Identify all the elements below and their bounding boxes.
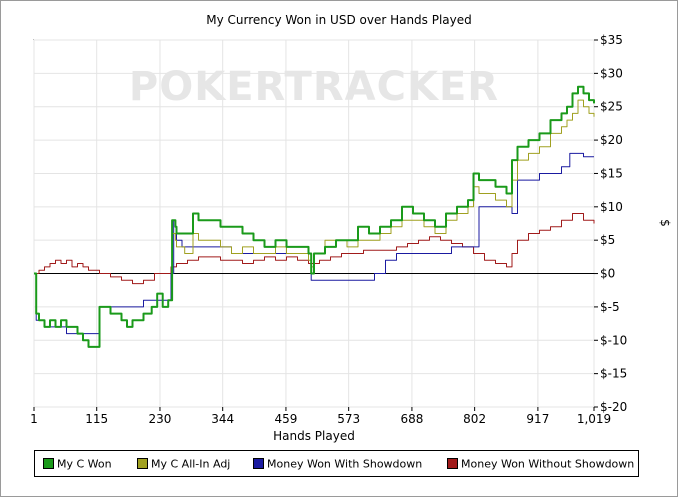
legend-swatch bbox=[447, 457, 458, 469]
x-axis-label: Hands Played bbox=[273, 429, 355, 443]
x-tick-label: 344 bbox=[211, 412, 234, 426]
legend-item-my-c-all-in-adj: My C All-In Adj bbox=[137, 457, 231, 471]
legend-label: My C Won bbox=[57, 457, 112, 471]
y-axis-label: $ bbox=[658, 219, 672, 227]
x-axis-ticks: 1 115 230 344 459 573 688 802 917 1,019 bbox=[30, 407, 611, 426]
legend-label: My C All-In Adj bbox=[151, 457, 231, 471]
y-tick-label: $35 bbox=[600, 33, 623, 47]
legend-item-my-c-won: My C Won bbox=[43, 457, 112, 471]
legend-label: Money Won Without Showdown bbox=[461, 457, 635, 471]
x-tick-label: 1,019 bbox=[577, 412, 611, 426]
chart-title: My Currency Won in USD over Hands Played bbox=[206, 13, 472, 27]
x-tick-label: 1 bbox=[30, 412, 38, 426]
legend-swatch bbox=[137, 457, 148, 469]
y-axis-ticks: $35 $30 $25 $20 $15 $10 $5 $0 $-5 $-10 $-15 $-20 bbox=[594, 33, 627, 414]
y-tick-label: $20 bbox=[600, 133, 623, 147]
x-tick-label: 115 bbox=[85, 412, 108, 426]
y-tick-label: $5 bbox=[600, 233, 615, 247]
series-line-money-won-without-showdown bbox=[34, 213, 595, 285]
y-tick-label: $0 bbox=[600, 267, 615, 281]
x-tick-label: 230 bbox=[149, 412, 172, 426]
series-line-my-c-won bbox=[34, 85, 595, 348]
y-tick-label: $25 bbox=[600, 100, 623, 114]
x-tick-label: 802 bbox=[463, 412, 486, 426]
series-lines bbox=[34, 85, 595, 348]
legend-swatch bbox=[253, 457, 264, 469]
legend-item-money-won-with-showdown: Money Won With Showdown bbox=[253, 457, 423, 471]
legend-swatch bbox=[43, 457, 54, 469]
x-tick-label: 573 bbox=[337, 412, 360, 426]
x-tick-label: 688 bbox=[400, 412, 423, 426]
y-tick-label: $-20 bbox=[600, 400, 627, 414]
x-tick-label: 459 bbox=[274, 412, 297, 426]
x-tick-label: 917 bbox=[526, 412, 549, 426]
legend-item-money-won-without-showdown: Money Won Without Showdown bbox=[447, 457, 635, 471]
y-tick-label: $-10 bbox=[600, 333, 627, 347]
y-tick-label: $30 bbox=[600, 66, 623, 80]
y-tick-label: $-15 bbox=[600, 367, 627, 381]
y-tick-label: $15 bbox=[600, 166, 623, 180]
y-tick-label: $10 bbox=[600, 200, 623, 214]
plot-area bbox=[33, 39, 595, 408]
y-tick-label: $-5 bbox=[600, 300, 620, 314]
legend-label: Money Won With Showdown bbox=[267, 457, 423, 471]
watermark-text: POKERTRACKER bbox=[129, 64, 499, 110]
legend: My C Won My C All-In Adj Money Won With … bbox=[34, 450, 639, 477]
